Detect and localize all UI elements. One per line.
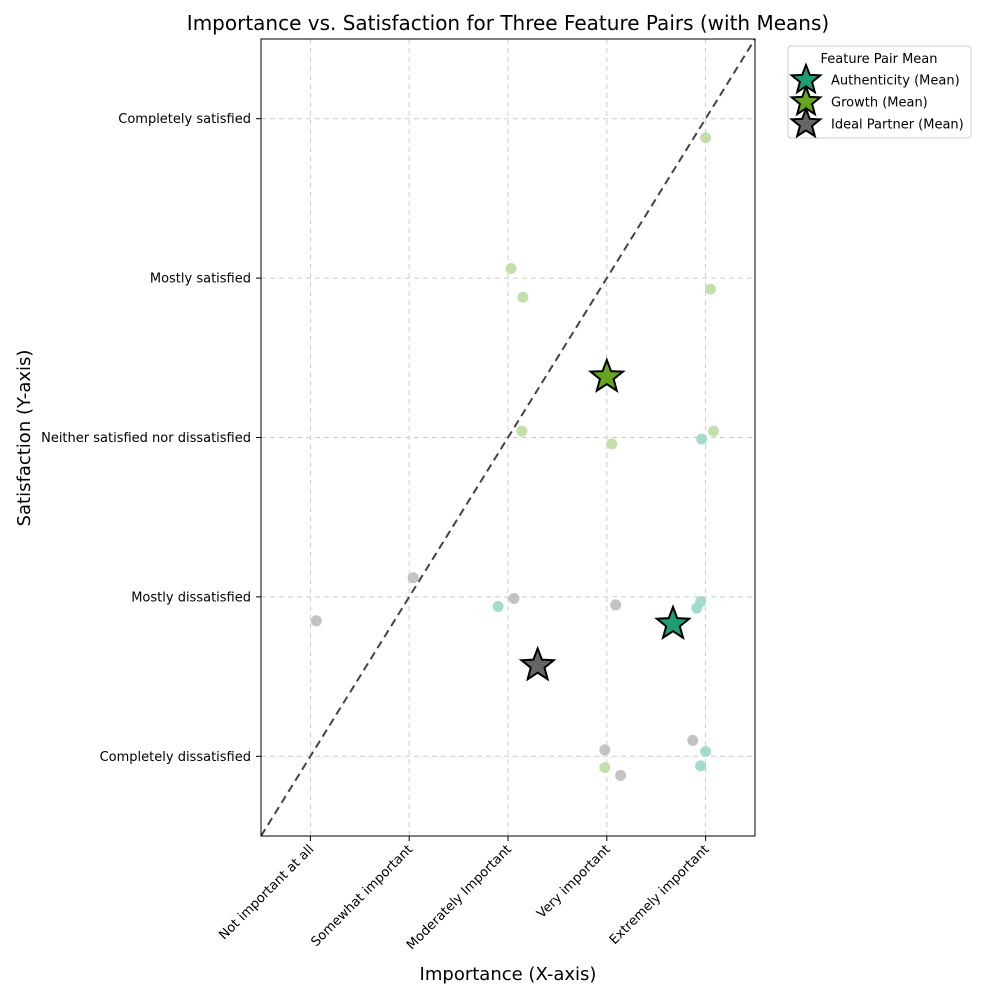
legend-label-2: Ideal Partner (Mean) [831, 118, 964, 133]
x-tick-label-3: Very important [534, 842, 613, 921]
x-axis-label: Importance (X-axis) [420, 964, 597, 985]
data-point-s2-4 [599, 744, 611, 756]
data-point-s2-0 [310, 615, 322, 627]
y-tick-label-1: Mostly dissatisfied [131, 590, 251, 605]
data-point-s2-1 [407, 572, 419, 584]
y-tick-label-4: Completely satisfied [118, 112, 251, 127]
legend-entries: Authenticity (Mean) Growth (Mean) Ideal Pa… [789, 62, 964, 139]
x-tick-label-0: Not important at all [216, 842, 317, 943]
data-point-s1-6 [606, 438, 618, 450]
data-point-s0-0 [492, 600, 504, 612]
data-point-s1-2 [700, 132, 712, 144]
y-tick-label-2: Neither satisfied nor dissatisfied [41, 431, 251, 446]
diagonal-reference [260, 38, 756, 837]
mean-star-2 [518, 645, 557, 682]
mean-markers [518, 357, 692, 682]
data-point-s1-5 [708, 425, 720, 437]
data-point-s1-7 [599, 761, 611, 773]
data-point-s0-3 [695, 596, 707, 608]
data-point-s2-5 [615, 769, 627, 781]
legend: Feature Pair Mean Authenticity (Mean) Gro… [787, 45, 972, 139]
data-point-s2-2 [508, 592, 520, 604]
data-point-s2-6 [687, 734, 699, 746]
diagonal-line [260, 38, 756, 837]
data-point-s1-1 [517, 291, 529, 303]
mean-star-0 [654, 604, 692, 641]
legend-title: Feature Pair Mean [821, 52, 938, 67]
data-point-s1-0 [505, 263, 517, 275]
mean-star-1 [587, 357, 626, 393]
legend-label-1: Growth (Mean) [831, 96, 928, 111]
y-tick-label-0: Completely dissatisfied [100, 750, 251, 765]
legend-star-2 [789, 106, 823, 139]
chart-title: Importance vs. Satisfaction for Three Fe… [187, 11, 829, 35]
data-point-s0-5 [695, 760, 707, 772]
y-axis-label: Satisfaction (Y-axis) [14, 350, 35, 527]
data-points [310, 132, 720, 781]
data-point-s0-4 [700, 746, 712, 758]
data-point-s1-4 [516, 425, 528, 437]
x-tick-label-2: Moderately Important [404, 842, 515, 953]
data-point-s1-3 [705, 283, 717, 295]
legend-label-0: Authenticity (Mean) [831, 74, 960, 89]
y-tick-label-3: Mostly satisfied [150, 272, 251, 287]
y-axis-ticks: Completely dissatisfied Mostly dissatisfi… [41, 112, 261, 765]
legend-box [787, 45, 972, 139]
data-point-s2-3 [610, 599, 622, 611]
x-tick-label-4: Extremely important [607, 842, 713, 948]
x-tick-label-1: Somewhat important [308, 842, 416, 950]
data-point-s0-1 [696, 433, 708, 445]
